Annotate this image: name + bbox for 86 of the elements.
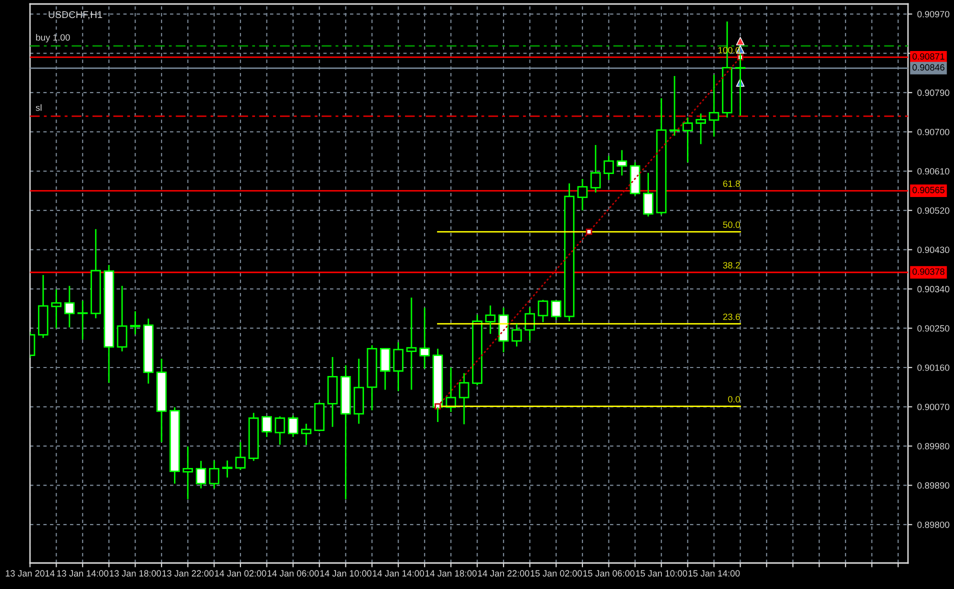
candlestick: [590, 144, 601, 194]
y-tick-label: 0.89890: [917, 482, 950, 489]
candlestick: [143, 318, 154, 384]
x-tick-label: 15 Jan 06:00: [583, 570, 635, 577]
candlestick: [393, 342, 404, 392]
point: [736, 36, 745, 46]
candlestick: [577, 178, 588, 212]
y-tick-label: 0.90610: [917, 168, 950, 174]
x-tick-label: 15 Jan 14:00: [688, 570, 740, 577]
candlestick: [104, 264, 114, 384]
candlestick: [472, 314, 482, 386]
annotation: 38.2: [723, 262, 740, 269]
candlestick: [656, 98, 667, 216]
candlestick: [64, 285, 75, 328]
candlestick: [550, 300, 562, 321]
candlestick: [248, 412, 259, 462]
x-tick-label: 15 Jan 10:00: [636, 570, 688, 577]
y-tick-label: 0.90160: [917, 364, 950, 371]
candlestick: [170, 406, 180, 484]
candlestick: [90, 228, 101, 319]
x-tick-label: 14 Jan 14:00: [372, 570, 424, 577]
x-tick-label: 14 Jan 10:00: [320, 570, 372, 577]
x-tick-label: 14 Jan 02:00: [215, 570, 266, 577]
annotation: 61.8: [723, 180, 740, 187]
x-tick-label: 14 Jan 22:00: [478, 570, 530, 577]
y-tick-label: 0.90430: [917, 246, 950, 254]
candlestick: [327, 356, 338, 428]
candlestick: [196, 460, 206, 490]
ref-line-label: buy 1.00: [36, 34, 70, 42]
candlestick: [564, 182, 574, 322]
candlestick: [380, 348, 390, 390]
y-tick-label: 0.90520: [917, 207, 950, 214]
ref-line-label: 0.90846: [912, 64, 944, 71]
y-tick-label: 0.89980: [917, 443, 950, 450]
candlestick: [708, 74, 720, 138]
candlestick: [458, 372, 470, 425]
candlestick: [512, 323, 522, 348]
y-tick-label: 0.90700: [917, 128, 950, 136]
candlestick: [51, 288, 62, 329]
candlestick: [354, 358, 364, 424]
candlestick: [340, 364, 351, 500]
candlestick: [130, 310, 140, 336]
x-tick-label: 13 Jan 22:00: [162, 570, 214, 577]
annotation: 50.0: [723, 222, 740, 228]
text: USDCHF,H1: [48, 11, 102, 20]
candlestick: [696, 112, 706, 145]
candlestick: [222, 460, 232, 478]
candlestick: [262, 416, 272, 438]
y-tick-label: 0.89800: [917, 522, 950, 528]
x-tick-label: 14 Jan 06:00: [268, 570, 319, 577]
candlestick: [682, 116, 693, 164]
y-tick-label: 0.90790: [917, 90, 950, 96]
candlestick: [406, 296, 417, 390]
x-tick-label: 13 Jan 2014: [6, 570, 55, 577]
ref-line-label: 0.90565: [912, 186, 944, 194]
x-tick-label: 15 Jan 02:00: [530, 570, 582, 577]
annotation: 23.6: [723, 314, 740, 320]
candlestick: [235, 441, 246, 471]
candlestick: [419, 307, 430, 370]
candlestick: [156, 358, 167, 443]
candlestick: [301, 423, 312, 446]
candlestick: [116, 285, 128, 352]
candlestick: [643, 172, 654, 218]
ref-line-label: 0.90378: [912, 268, 944, 275]
candlestick: [616, 149, 628, 176]
x-tick-label: 13 Jan 14:00: [57, 570, 108, 577]
x-tick-label: 13 Jan 18:00: [110, 570, 161, 577]
x-tick-label: 14 Jan 18:00: [426, 570, 477, 577]
candlestick: [208, 460, 220, 490]
y-tick-label: 0.90070: [917, 404, 950, 410]
candlestick: [366, 344, 378, 411]
candlestick: [274, 416, 286, 446]
candlestick: [630, 162, 640, 196]
candlestick: [485, 304, 496, 335]
ref-line-label: 0.90871: [912, 53, 944, 60]
annotation: 0.0: [728, 396, 740, 402]
candlestick: [604, 155, 614, 181]
point: [586, 228, 592, 235]
candlestick: [38, 274, 48, 339]
y-tick-label: 0.90250: [917, 325, 950, 332]
y-tick-label: 0.90970: [917, 11, 950, 18]
candlestick: [182, 446, 194, 500]
ref-line-label: sl: [36, 104, 42, 111]
candlestick: [524, 307, 535, 342]
y-tick-label: 0.90340: [917, 286, 950, 292]
candlestick: [288, 414, 298, 438]
